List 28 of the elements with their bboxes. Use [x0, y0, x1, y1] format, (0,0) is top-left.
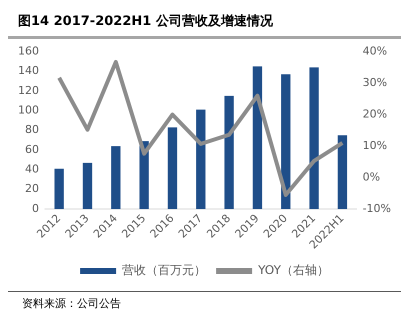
bar: [168, 127, 178, 210]
bar: [54, 168, 64, 210]
y2-tick-label: 40%: [362, 44, 388, 58]
y-tick-label: 120: [18, 84, 39, 97]
bar: [309, 67, 319, 210]
bar: [338, 135, 348, 210]
y2-tick-label: 20%: [362, 107, 388, 120]
legend-label: 营收（百万元）: [122, 263, 206, 278]
chart-title: 图14 2017-2022H1 公司营收及增速情况: [8, 8, 401, 39]
y2-tick-label: 10%: [362, 138, 388, 152]
bar: [196, 110, 206, 210]
y-tick-label: 140: [18, 64, 39, 78]
y-tick-label: 80: [24, 123, 39, 136]
y-tick-label: 100: [18, 104, 39, 117]
y-tick-label: 40: [24, 162, 39, 176]
y-tick-label: 20: [24, 182, 39, 196]
y-tick-label: 60: [24, 142, 39, 156]
y2-tick-label: 30%: [362, 76, 388, 89]
legend-label: YOY（右轴）: [257, 263, 329, 278]
y2-tick-label: 0%: [362, 170, 380, 184]
text: 资料来源：公司公告: [22, 296, 122, 311]
y2-tick-label: -10%: [362, 202, 392, 215]
y-tick-label: 160: [18, 44, 39, 58]
bar: [224, 96, 234, 210]
y-tick-label: 0: [32, 202, 39, 215]
bar: [82, 162, 92, 210]
bar: [281, 74, 290, 210]
bar: [111, 146, 120, 210]
